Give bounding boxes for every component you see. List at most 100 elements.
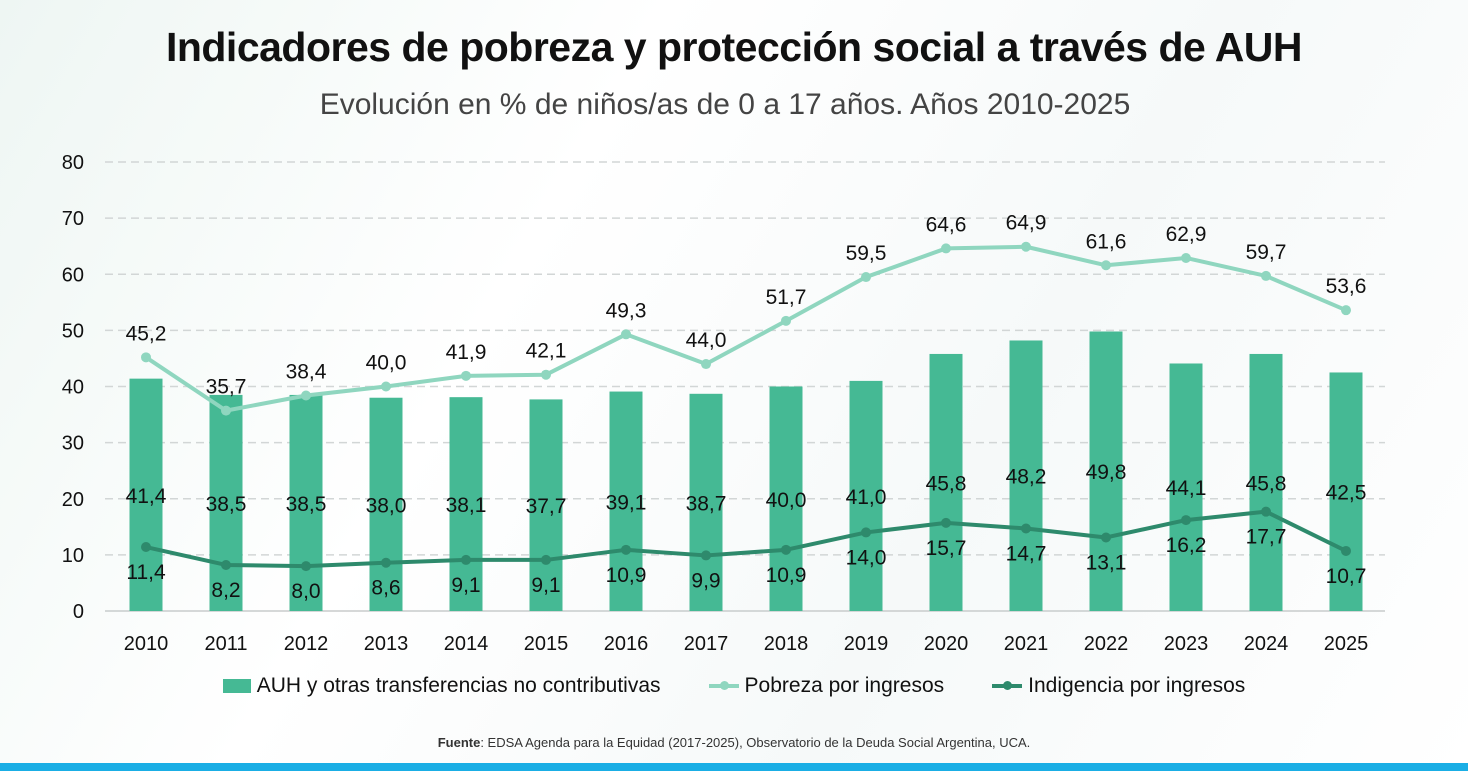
legend-swatch-pobreza — [708, 681, 739, 690]
point-indigencia — [621, 544, 631, 555]
data-label-pobreza: 59,5 — [846, 242, 887, 265]
x-tick-label: 2012 — [284, 633, 329, 655]
x-tick-label: 2016 — [604, 633, 649, 655]
bar-auh — [1009, 340, 1043, 611]
data-label-auh: 45,8 — [926, 472, 967, 495]
y-tick-label: 20 — [62, 489, 84, 511]
data-label-pobreza: 64,6 — [926, 213, 967, 236]
point-indigencia — [1101, 532, 1111, 543]
bar-auh — [529, 399, 563, 611]
data-label-pobreza: 40,0 — [366, 352, 407, 375]
y-tick-label: 30 — [62, 433, 84, 455]
data-label-pobreza: 51,7 — [766, 286, 807, 309]
bar-auh — [1089, 331, 1123, 611]
y-tick-label: 50 — [62, 320, 84, 342]
data-label-pobreza: 38,4 — [286, 360, 327, 383]
x-tick-label: 2022 — [1084, 633, 1129, 655]
data-label-indigencia: 11,4 — [126, 561, 166, 584]
point-pobreza — [701, 359, 711, 370]
point-indigencia — [781, 544, 791, 555]
data-label-auh: 49,8 — [1086, 461, 1127, 484]
bar-auh — [609, 391, 643, 611]
bar-auh — [449, 397, 483, 611]
data-label-pobreza: 49,3 — [606, 299, 647, 322]
x-tick-label: 2020 — [924, 633, 969, 655]
data-label-pobreza: 62,9 — [1166, 223, 1207, 246]
data-label-auh: 45,8 — [1246, 472, 1287, 495]
data-label-auh: 38,1 — [446, 494, 487, 517]
data-label-indigencia: 13,1 — [1086, 551, 1127, 574]
point-pobreza — [1101, 260, 1111, 271]
data-label-pobreza: 61,6 — [1086, 230, 1127, 253]
bar-auh — [1249, 353, 1283, 611]
x-tick-label: 2024 — [1244, 633, 1289, 655]
legend-item-indigencia: Indigencia por ingresos — [992, 674, 1245, 698]
data-label-auh: 42,5 — [1326, 482, 1367, 505]
x-tick-label: 2014 — [444, 633, 489, 655]
x-tick-label: 2011 — [204, 633, 247, 655]
point-indigencia — [861, 527, 871, 538]
data-label-auh: 38,0 — [366, 494, 407, 517]
chart-subtitle: Evolución en % de niños/as de 0 a 17 año… — [319, 88, 1131, 121]
data-label-indigencia: 8,6 — [371, 577, 400, 600]
bar-auh — [769, 386, 803, 611]
data-label-auh: 48,2 — [1006, 466, 1047, 489]
bar-auh — [1329, 372, 1363, 611]
legend-item-auh: AUH y otras transferencias no contributi… — [222, 674, 661, 698]
y-tick-label: 40 — [62, 377, 84, 399]
legend-label-auh: AUH y otras transferencias no contributi… — [256, 674, 661, 697]
y-tick-label: 0 — [73, 601, 84, 623]
data-label-auh: 40,0 — [766, 489, 807, 512]
data-label-auh: 37,7 — [526, 495, 567, 518]
bar-auh — [929, 353, 963, 611]
y-tick-label: 80 — [62, 152, 84, 174]
data-label-indigencia: 8,0 — [291, 580, 320, 603]
point-pobreza — [461, 370, 471, 381]
point-indigencia — [301, 561, 311, 572]
data-label-pobreza: 41,9 — [446, 341, 487, 364]
bar-auh — [1169, 363, 1203, 611]
data-label-pobreza: 42,1 — [526, 340, 567, 363]
data-label-indigencia: 17,7 — [1246, 526, 1287, 549]
source-note: Fuente: EDSA Agenda para la Equidad (201… — [0, 735, 1468, 750]
bar-auh — [209, 394, 243, 611]
data-label-auh: 38,5 — [206, 493, 247, 516]
data-label-auh: 38,7 — [686, 492, 727, 515]
x-tick-label: 2018 — [764, 633, 809, 655]
point-pobreza — [1261, 270, 1271, 281]
data-label-auh: 38,5 — [286, 493, 327, 516]
data-label-auh: 44,1 — [1166, 477, 1207, 500]
data-label-indigencia: 8,2 — [211, 579, 240, 602]
point-indigencia — [461, 554, 471, 565]
bar-auh — [369, 397, 403, 611]
data-label-indigencia: 9,1 — [451, 574, 480, 597]
point-pobreza — [1021, 241, 1031, 252]
source-label: Fuente — [437, 735, 481, 750]
data-label-auh: 41,4 — [126, 485, 167, 508]
point-pobreza — [621, 329, 631, 340]
point-indigencia — [141, 542, 151, 553]
point-indigencia — [381, 557, 391, 568]
legend-label-indigencia: Indigencia por ingresos — [1028, 674, 1246, 697]
data-label-pobreza: 44,0 — [686, 329, 727, 352]
line-pobreza — [144, 244, 1347, 413]
data-label-indigencia: 9,9 — [691, 569, 720, 592]
data-label-auh: 39,1 — [606, 491, 647, 514]
y-tick-label: 70 — [62, 208, 84, 230]
data-label-indigencia: 10,9 — [766, 564, 807, 587]
line-indigencia — [145, 509, 1347, 569]
data-label-indigencia: 10,9 — [606, 564, 647, 587]
x-tick-label: 2023 — [1164, 633, 1209, 655]
data-label-pobreza: 53,6 — [1326, 275, 1367, 298]
legend-swatch-indigencia — [992, 681, 1023, 690]
chart-title: Indicadores de pobreza y protección soci… — [165, 24, 1303, 70]
bar-auh — [289, 394, 323, 611]
bar-auh — [689, 393, 723, 611]
x-tick-label: 2021 — [1004, 633, 1049, 655]
legend-item-pobreza: Pobreza por ingresos — [708, 674, 944, 698]
point-indigencia — [1181, 515, 1191, 526]
point-indigencia — [1261, 506, 1271, 517]
data-label-pobreza: 59,7 — [1246, 241, 1287, 264]
bottom-accent-bar — [0, 763, 1468, 771]
